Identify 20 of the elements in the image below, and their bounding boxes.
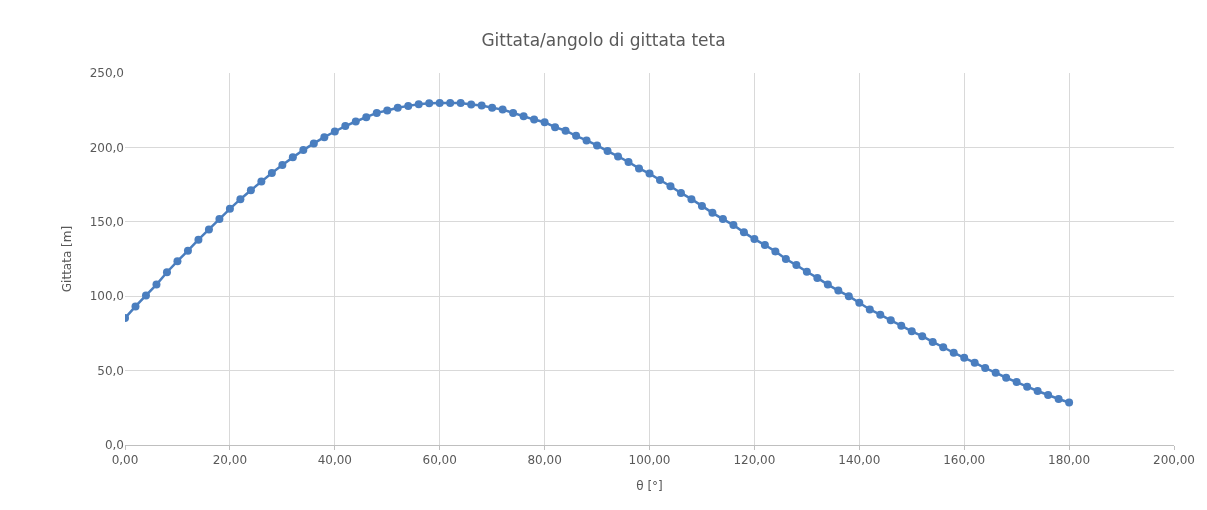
x-tick-label: 100,00: [628, 453, 671, 468]
y-axis-title: Gittata [m]: [59, 225, 74, 293]
x-axis-title: θ [°]: [636, 479, 663, 494]
x-tick-label: 180,00: [1048, 453, 1091, 468]
x-tick-label: 140,00: [838, 453, 881, 468]
y-tick-label: 0,0: [104, 438, 124, 453]
y-tick-label: 50,0: [97, 363, 124, 378]
y-tick-label: 150,0: [89, 215, 124, 229]
x-tick-label: 120,00: [733, 453, 776, 468]
x-tick-label: 80,00: [527, 453, 562, 468]
x-tick-label: 60,00: [422, 453, 457, 468]
x-tick-label: 200,00: [1153, 453, 1195, 468]
x-tick-label: 0,00: [111, 453, 139, 468]
y-tick-label: 100,0: [89, 289, 124, 304]
y-tick-label: 250,0: [89, 66, 124, 81]
x-tick-label: 20,00: [212, 453, 248, 468]
x-tick-label: 160,00: [943, 453, 986, 468]
y-tick-label: 200,0: [89, 140, 124, 155]
x-tick-label: 40,00: [317, 453, 352, 468]
chart-title: Gittata/angolo di gittata teta: [481, 29, 726, 50]
